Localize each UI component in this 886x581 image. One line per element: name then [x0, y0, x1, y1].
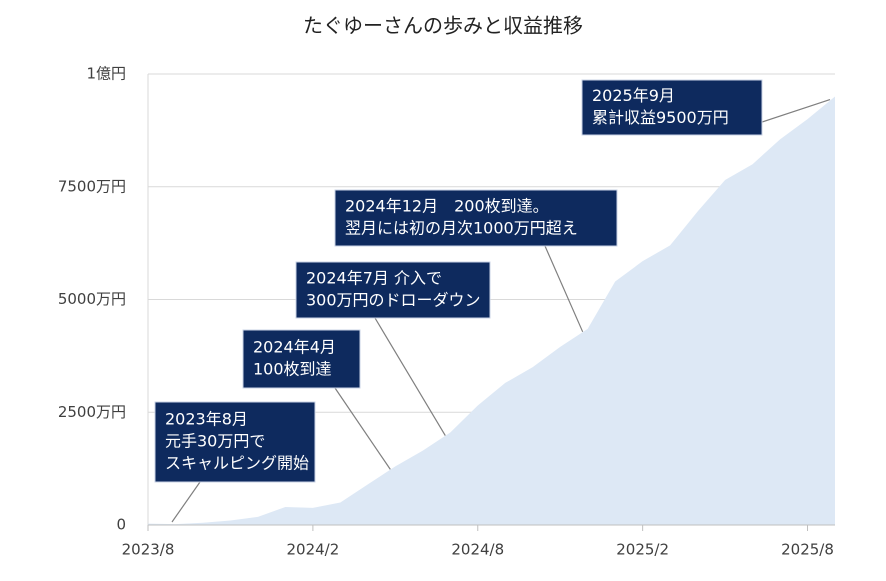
annotation-text: 300万円のドローダウン [306, 291, 481, 310]
annotation-text: スキャルピング開始 [165, 454, 309, 473]
leader-line [374, 317, 446, 436]
x-tick-label: 2025/2 [616, 541, 669, 559]
area [148, 96, 835, 526]
x-tick-label: 2023/8 [122, 541, 175, 559]
y-tick-label: 0 [116, 516, 126, 534]
annotation-text: 2024年12月 200枚到達。 [345, 197, 549, 216]
annotation: 2024年4月 100枚到達 [242, 329, 361, 389]
annotation-text: 2025年9月 [592, 86, 675, 105]
annotation-box [242, 329, 361, 389]
x-tick-label: 2024/8 [451, 541, 504, 559]
leader-line [334, 387, 391, 470]
annotation-text: 100枚到達 [253, 360, 332, 379]
leader-line [544, 245, 584, 333]
annotation-text: 元手30万円で [165, 432, 265, 451]
annotation-box [334, 189, 618, 247]
annotation-text: 2023年8月 [165, 410, 248, 429]
y-tick-label: 5000万円 [58, 290, 126, 308]
y-tick-label: 2500万円 [58, 403, 126, 421]
leader-line [171, 481, 201, 523]
x-tick-label: 2024/2 [286, 541, 339, 559]
annotation-box [154, 401, 316, 483]
y-tick-label: 1億円 [86, 65, 126, 83]
annotation: 2024年12月 200枚到達。翌月には初の月次1000万円超え [334, 189, 618, 247]
annotation-text: 翌月には初の月次1000万円超え [345, 219, 578, 238]
annotation: 2024年7月 介入で 300万円のドローダウン [295, 261, 491, 319]
chart-title: たぐゆーさんの歩みと収益推移 [303, 14, 583, 38]
annotation-text: 2024年7月 介入で [306, 269, 442, 288]
annotation-text: 2024年4月 [253, 338, 336, 357]
annotation-box [295, 261, 491, 319]
y-tick-label: 7500万円 [58, 177, 126, 195]
annotation-text: 累計収益9500万円 [592, 108, 729, 127]
x-tick-label: 2025/8 [781, 541, 834, 559]
leader-line [761, 98, 831, 123]
annotation-box [581, 79, 763, 136]
